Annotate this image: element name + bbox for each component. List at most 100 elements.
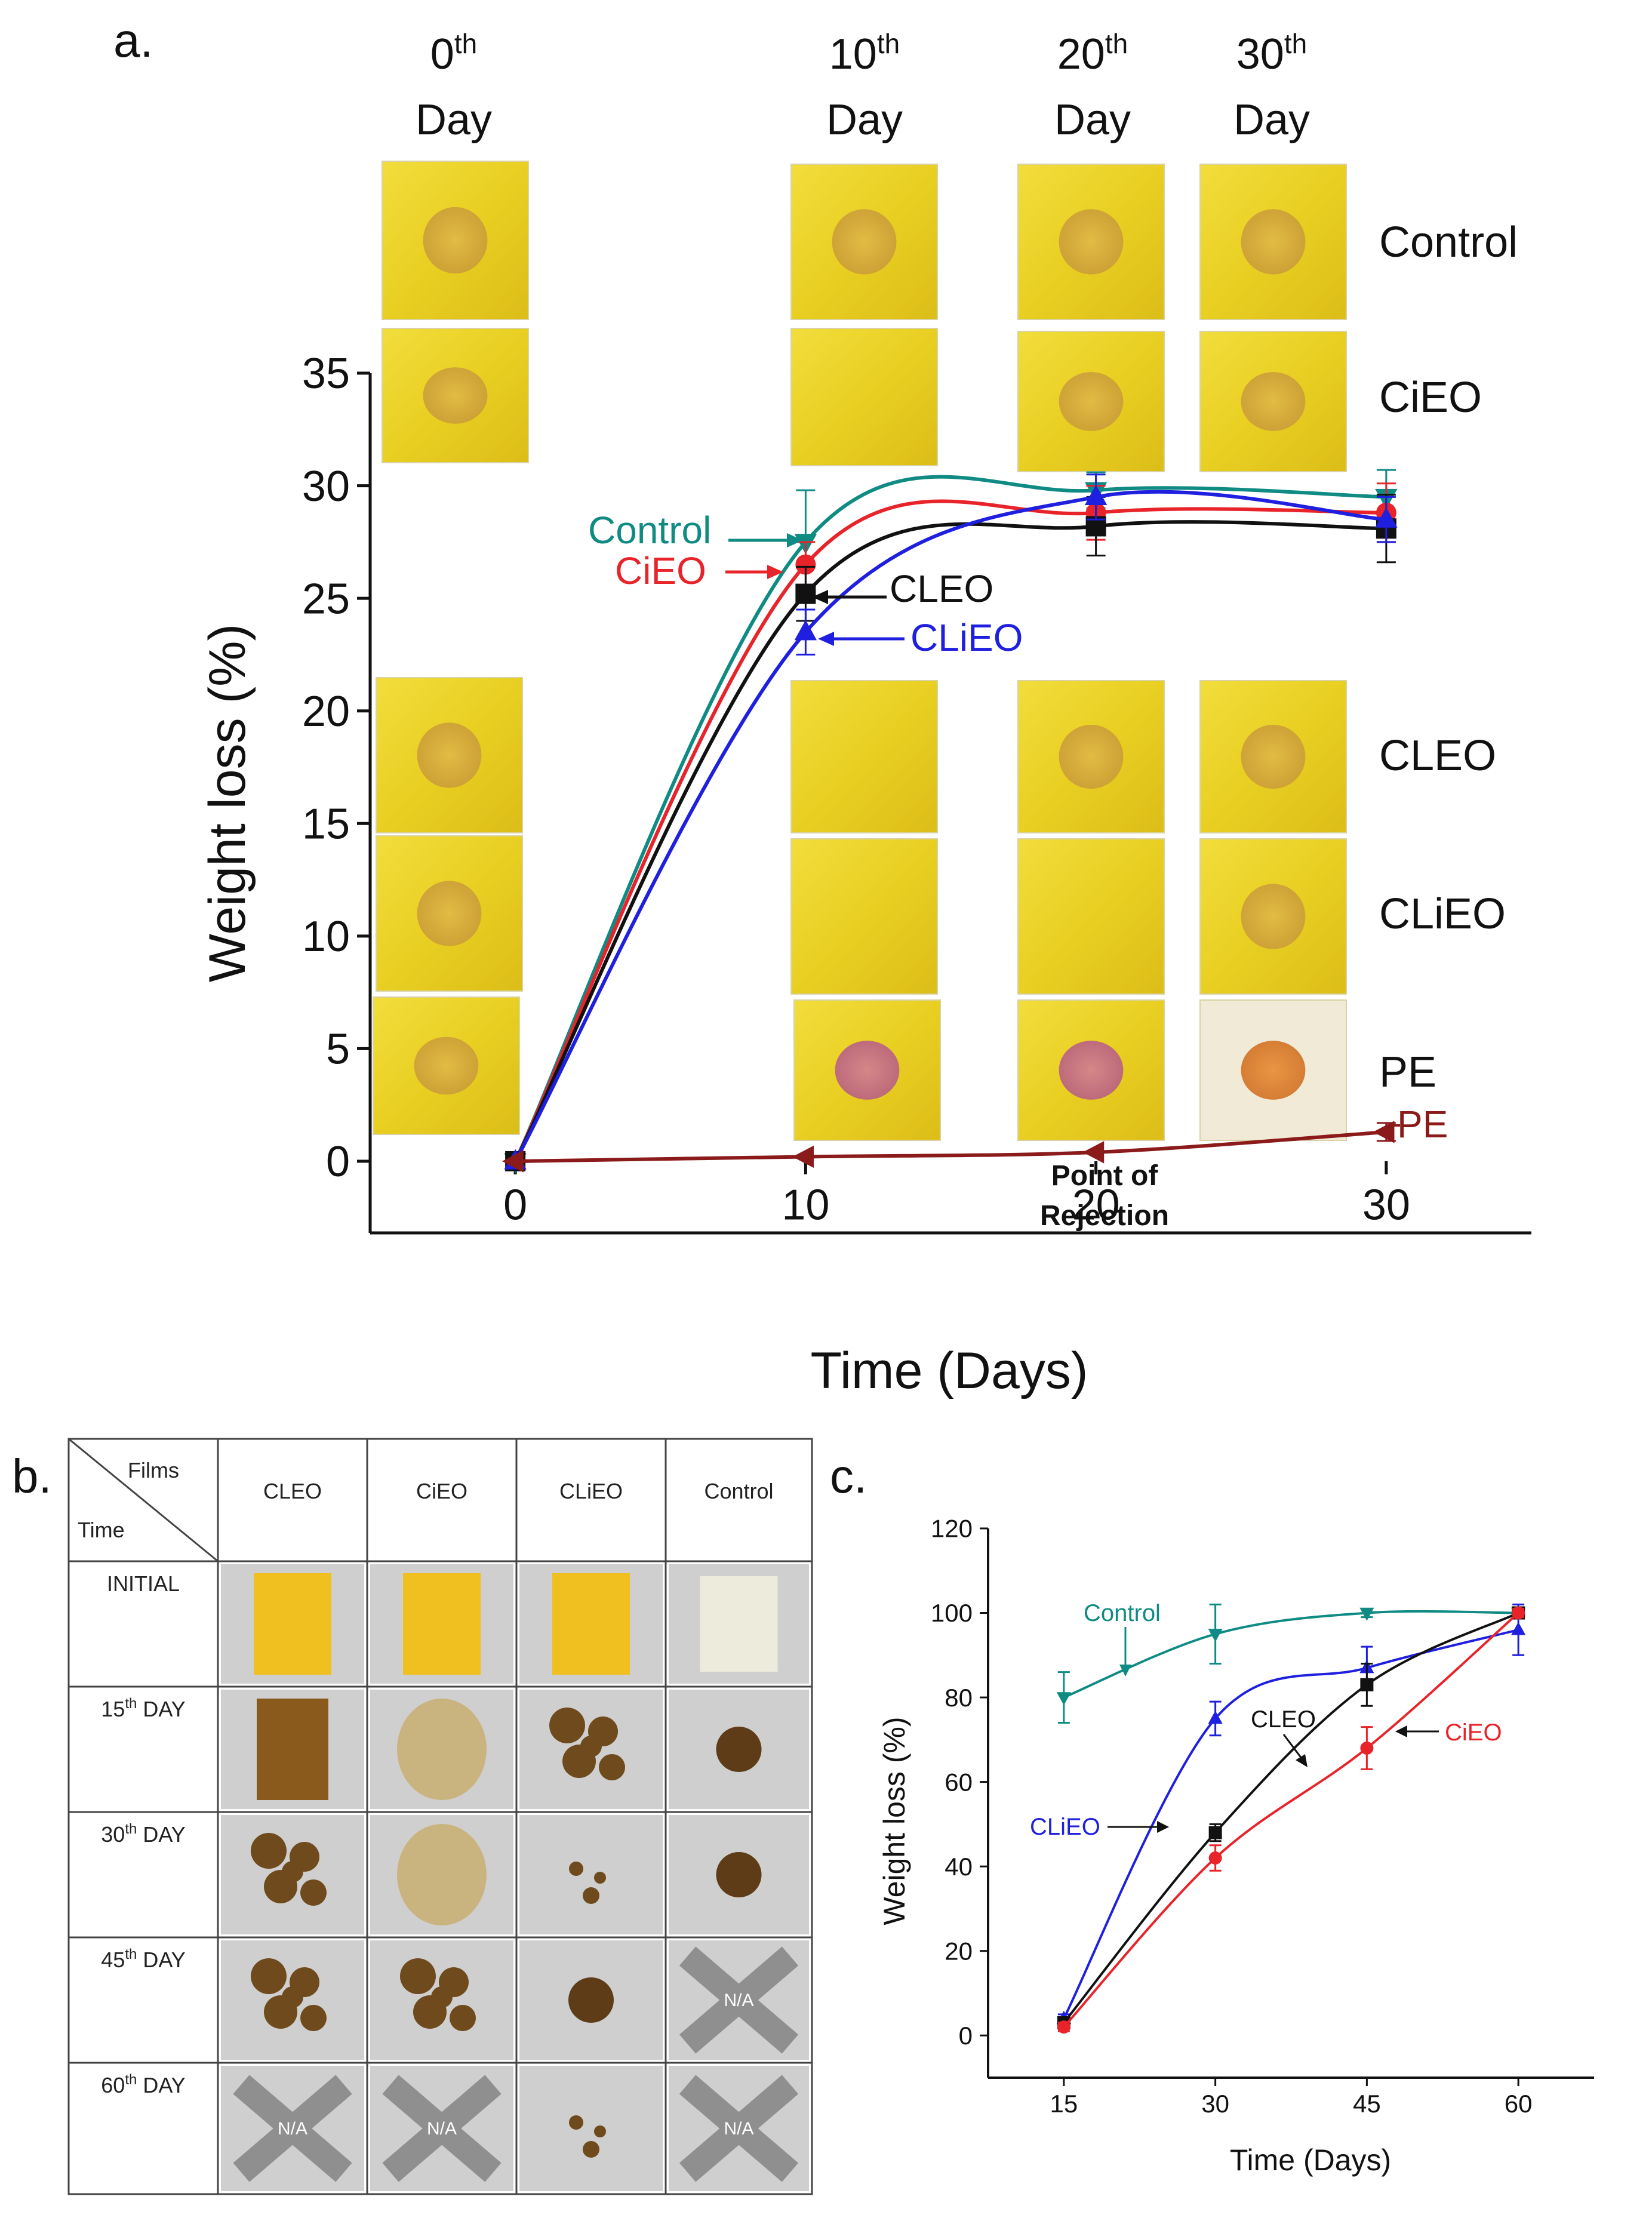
data-point-cieo bbox=[795, 554, 816, 575]
y-tick-label: 40 bbox=[945, 1853, 973, 1881]
film-fragment bbox=[450, 2005, 476, 2031]
film-photo bbox=[1199, 331, 1347, 472]
y-tick-label: 0 bbox=[326, 1138, 350, 1186]
table-row-label: 45th DAY bbox=[101, 1946, 185, 1972]
sample-disc bbox=[417, 722, 482, 788]
y-tick-label: 10 bbox=[302, 913, 350, 961]
day-header-number: 10th bbox=[829, 28, 900, 78]
row-day-word: DAY bbox=[137, 1948, 185, 1972]
callout-c-cieo-arrowhead bbox=[1395, 1725, 1407, 1737]
na-label: N/A bbox=[724, 1991, 753, 2010]
x-tick-label: 30 bbox=[1362, 1182, 1410, 1229]
na-label: N/A bbox=[278, 2119, 307, 2139]
day-header-word: Day bbox=[1233, 96, 1310, 144]
callout-c-clieo: CLiEO bbox=[1030, 1814, 1100, 1840]
y-tick-label: 20 bbox=[302, 688, 350, 736]
table-row-label: 30th DAY bbox=[101, 1821, 185, 1847]
x-tick-label: 0 bbox=[503, 1182, 527, 1229]
table-cell-image: N/A bbox=[669, 2066, 809, 2191]
sample-disc bbox=[1241, 724, 1306, 789]
day-superscript: th bbox=[877, 28, 900, 59]
day-superscript: th bbox=[1105, 28, 1128, 59]
data-point-pe bbox=[1082, 1141, 1105, 1164]
film-fragment bbox=[568, 1977, 614, 2023]
row-day-number: 15 bbox=[101, 1697, 125, 1721]
film-fragment bbox=[580, 1736, 602, 1757]
data-point-cieo bbox=[1512, 1606, 1525, 1620]
sample-disc bbox=[1241, 209, 1306, 275]
film-fragment bbox=[599, 1754, 625, 1780]
data-point-cieo bbox=[1360, 1742, 1374, 1755]
y-tick-label: 30 bbox=[302, 463, 350, 510]
sample-disc bbox=[423, 207, 488, 274]
film-square bbox=[790, 328, 938, 466]
sample-disc bbox=[1241, 1041, 1306, 1100]
table-cell-image bbox=[519, 1940, 663, 2060]
film-photo bbox=[1017, 838, 1165, 995]
row-day-word: DAY bbox=[137, 2073, 185, 2097]
annotation-rejection: Rejection bbox=[1040, 1200, 1169, 1232]
table-column-header: CiEO bbox=[416, 1479, 467, 1503]
film-sample bbox=[254, 1573, 331, 1675]
row-label: Control bbox=[1379, 219, 1518, 266]
film-photo bbox=[790, 680, 938, 833]
sample-disc bbox=[1059, 209, 1124, 275]
table-frame bbox=[67, 1438, 813, 2195]
table-cell-image bbox=[370, 1690, 513, 1809]
film-photo bbox=[1199, 838, 1347, 995]
x-tick-label: 15 bbox=[1050, 2090, 1078, 2118]
na-cross bbox=[679, 2075, 799, 2182]
sample-disc bbox=[423, 367, 488, 424]
na-cross bbox=[679, 1946, 799, 2054]
row-day-word: DAY bbox=[137, 1697, 185, 1721]
day-number: 10 bbox=[829, 30, 877, 78]
table-cell-image bbox=[221, 1690, 364, 1809]
series-line-clieo bbox=[1063, 1628, 1519, 2019]
data-point-pe bbox=[792, 1145, 814, 1168]
film-photo bbox=[790, 164, 938, 320]
film-photo bbox=[790, 328, 938, 466]
film-fragment bbox=[251, 1958, 287, 1994]
callout-clieo: CLiEO bbox=[910, 616, 1023, 659]
na-cross bbox=[233, 2075, 352, 2182]
series-line-pe bbox=[515, 1130, 1387, 1163]
data-point-clieo bbox=[1511, 1622, 1526, 1635]
film-fragment bbox=[400, 1958, 436, 1994]
y-tick-label: 0 bbox=[959, 2022, 973, 2050]
row-day-superscript: th bbox=[125, 1696, 137, 1712]
callout-c-clieo-arrowhead bbox=[1157, 1821, 1169, 1833]
x-tick-label: 10 bbox=[782, 1182, 829, 1229]
film-fragment bbox=[300, 1879, 327, 1906]
film-photo bbox=[376, 835, 523, 992]
row-day-number: 45 bbox=[101, 1948, 125, 1972]
callout-clieo-arrowhead bbox=[818, 632, 834, 646]
data-point-clieo bbox=[1084, 485, 1108, 506]
row-label: PE bbox=[1379, 1048, 1436, 1096]
y-tick-label: 80 bbox=[945, 1684, 973, 1712]
film-photo bbox=[1017, 680, 1165, 833]
na-label: N/A bbox=[724, 2119, 753, 2139]
series-line-cieo bbox=[513, 499, 1386, 1162]
series-line-control bbox=[513, 475, 1386, 1162]
y-tick-label: 35 bbox=[302, 350, 350, 398]
x-tick-label: 30 bbox=[1201, 2090, 1229, 2118]
callout-c-cieo: CiEO bbox=[1445, 1719, 1502, 1746]
table-column-header: CLEO bbox=[263, 1479, 322, 1503]
day-superscript: th bbox=[1284, 28, 1307, 59]
sample-disc bbox=[832, 209, 897, 275]
film-fragment bbox=[569, 2115, 583, 2130]
film-photo bbox=[1017, 164, 1165, 320]
callout-cieo-arrowhead bbox=[767, 565, 783, 579]
y-tick-label: 60 bbox=[945, 1768, 973, 1796]
row-day-superscript: th bbox=[125, 2072, 137, 2088]
callout-c-cleo-arrow bbox=[1282, 1734, 1303, 1759]
film-fragment bbox=[569, 1862, 583, 1876]
series-line-cleo bbox=[513, 520, 1386, 1162]
film-photos bbox=[373, 161, 1347, 1141]
film-photo bbox=[382, 328, 529, 463]
sample-disc bbox=[1241, 372, 1306, 431]
callout-control-arrowhead bbox=[787, 533, 803, 547]
table-cell-image bbox=[519, 2066, 663, 2191]
